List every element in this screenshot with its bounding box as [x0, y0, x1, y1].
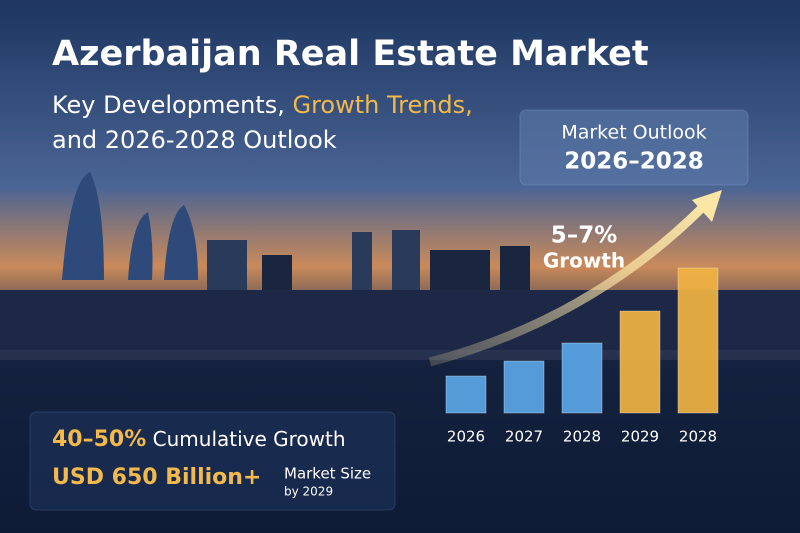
arrow-head	[692, 190, 722, 222]
title: Azerbaijan Real Estate Market	[52, 34, 649, 74]
outlook-years: 2026–2028	[564, 149, 704, 175]
x-tick-label: 2029	[621, 428, 659, 446]
bar	[677, 267, 719, 414]
x-tick-label: 2028	[563, 428, 601, 446]
subtitle: Key Developments, Growth Trends,	[52, 91, 473, 119]
growth-label: Growth	[543, 249, 625, 273]
x-tick-label: 2027	[505, 428, 543, 446]
subtitle-start: Key Developments,	[52, 91, 285, 119]
bar	[503, 360, 545, 414]
stats-box	[29, 411, 396, 511]
growth-arrow	[428, 201, 709, 367]
outlook-box	[519, 109, 749, 186]
growth-text: Cumulative Growth	[153, 427, 346, 451]
size-value: USD 650 Billion+	[52, 465, 261, 490]
bar	[561, 342, 603, 414]
x-tick-label: 2026	[447, 428, 485, 446]
growth-value: 40–50%	[52, 427, 146, 452]
bar	[445, 375, 487, 414]
subtitle-highlight: Growth Trends,	[292, 91, 472, 119]
skyline	[0, 172, 800, 350]
size-note: by 2029	[284, 485, 333, 499]
bar	[619, 310, 661, 414]
stat-growth: 40–50% Cumulative Growth	[52, 427, 346, 453]
bar-chart: 2026 2027 2028 2029 2028	[445, 267, 719, 446]
outlook-label: Market Outlook	[561, 122, 706, 144]
x-tick-label: 2028	[679, 428, 717, 446]
growth-range: 5–7%	[551, 223, 618, 249]
subtitle-end: and 2026-2028 Outlook	[52, 126, 337, 154]
size-label: Market Size	[284, 465, 371, 483]
